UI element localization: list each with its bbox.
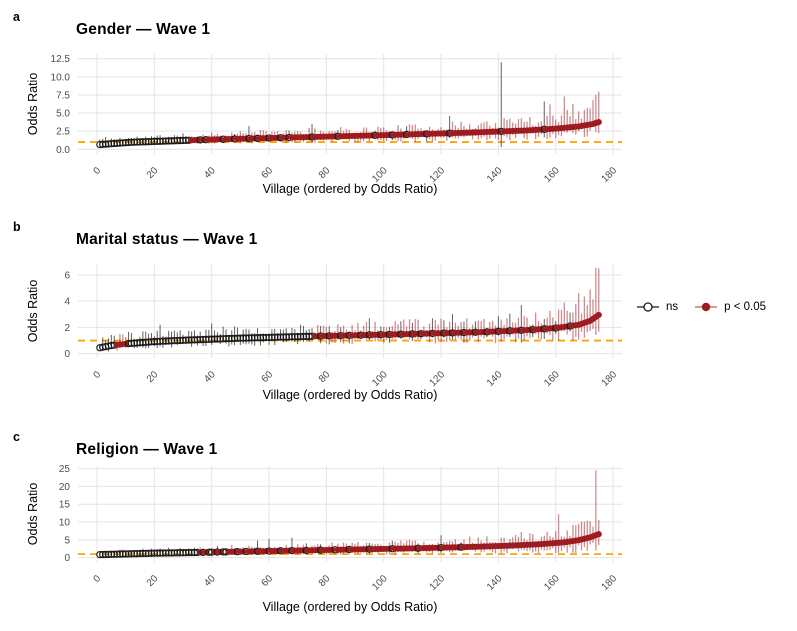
svg-text:15: 15 bbox=[59, 500, 71, 511]
svg-text:0: 0 bbox=[91, 165, 103, 177]
svg-text:20: 20 bbox=[145, 165, 161, 181]
svg-text:120: 120 bbox=[428, 369, 448, 389]
svg-text:5: 5 bbox=[64, 535, 70, 546]
svg-text:60: 60 bbox=[259, 165, 275, 181]
x-axis-title: Village (ordered by Odds Ratio) bbox=[262, 388, 438, 402]
svg-text:40: 40 bbox=[202, 165, 218, 181]
svg-text:0.0: 0.0 bbox=[56, 145, 70, 156]
svg-text:80: 80 bbox=[317, 573, 333, 589]
legend-label-ns: ns bbox=[666, 301, 679, 313]
svg-text:10: 10 bbox=[59, 518, 71, 529]
legend-item-significant: p < 0.05 bbox=[694, 300, 766, 314]
svg-text:160: 160 bbox=[542, 369, 562, 389]
svg-text:60: 60 bbox=[259, 369, 275, 385]
svg-text:180: 180 bbox=[600, 369, 620, 389]
svg-text:0: 0 bbox=[91, 573, 103, 585]
svg-text:60: 60 bbox=[259, 573, 275, 589]
ns-marker-icon bbox=[637, 302, 659, 312]
svg-text:80: 80 bbox=[317, 369, 333, 385]
panel-religion: c Religion — Wave 1 Odds Ratio 0 5 10 15 20 2… bbox=[0, 424, 797, 630]
svg-text:25: 25 bbox=[59, 464, 71, 475]
svg-text:40: 40 bbox=[202, 573, 218, 589]
svg-text:160: 160 bbox=[542, 573, 562, 593]
svg-text:7.5: 7.5 bbox=[56, 90, 70, 101]
svg-text:180: 180 bbox=[600, 573, 620, 593]
svg-text:20: 20 bbox=[59, 482, 71, 493]
svg-text:2.5: 2.5 bbox=[56, 127, 70, 138]
svg-text:0: 0 bbox=[64, 553, 70, 564]
svg-text:100: 100 bbox=[370, 369, 390, 389]
legend: ns p < 0.05 bbox=[636, 300, 766, 314]
svg-text:2: 2 bbox=[64, 323, 70, 334]
svg-text:20: 20 bbox=[145, 573, 161, 589]
panel-tag-c: c bbox=[13, 430, 20, 444]
plot-area-religion: 0 5 10 15 20 25 0 20 40 60 80 100 120 140 160 180 bbox=[59, 464, 622, 593]
svg-text:10.0: 10.0 bbox=[51, 72, 71, 83]
panel-title-religion: Religion — Wave 1 bbox=[76, 441, 218, 458]
svg-text:40: 40 bbox=[202, 369, 218, 385]
svg-text:0: 0 bbox=[64, 349, 70, 360]
legend-label-significant: p < 0.05 bbox=[724, 301, 767, 313]
panel-title-marital-status: Marital status — Wave 1 bbox=[76, 231, 258, 248]
panel-tag-a: a bbox=[13, 10, 20, 24]
panel-title-gender: Gender — Wave 1 bbox=[76, 21, 211, 38]
svg-text:100: 100 bbox=[370, 573, 390, 593]
plot-area-gender: 0.02.55.07.510.012.50 20 40 60 80 100 120 140 16… bbox=[51, 54, 622, 185]
x-axis-title: Village (ordered by Odds Ratio) bbox=[262, 600, 438, 614]
svg-text:120: 120 bbox=[428, 573, 448, 593]
x-axis-title: Village (ordered by Odds Ratio) bbox=[262, 182, 438, 196]
significant-marker-icon bbox=[695, 302, 718, 312]
svg-text:12.5: 12.5 bbox=[51, 54, 71, 65]
svg-text:80: 80 bbox=[317, 165, 333, 181]
legend-item-ns: ns bbox=[636, 300, 678, 314]
panel-gender: a Gender — Wave 1 Odds Ratio 0.0 2.5 5.0 7.… bbox=[0, 4, 797, 210]
svg-text:140: 140 bbox=[485, 369, 505, 389]
svg-text:6: 6 bbox=[64, 270, 70, 281]
panel-tag-b: b bbox=[13, 220, 21, 234]
svg-text:20: 20 bbox=[145, 369, 161, 385]
svg-text:4: 4 bbox=[64, 297, 70, 308]
svg-text:0: 0 bbox=[91, 369, 103, 381]
svg-text:5.0: 5.0 bbox=[56, 109, 70, 120]
svg-text:140: 140 bbox=[485, 573, 505, 593]
